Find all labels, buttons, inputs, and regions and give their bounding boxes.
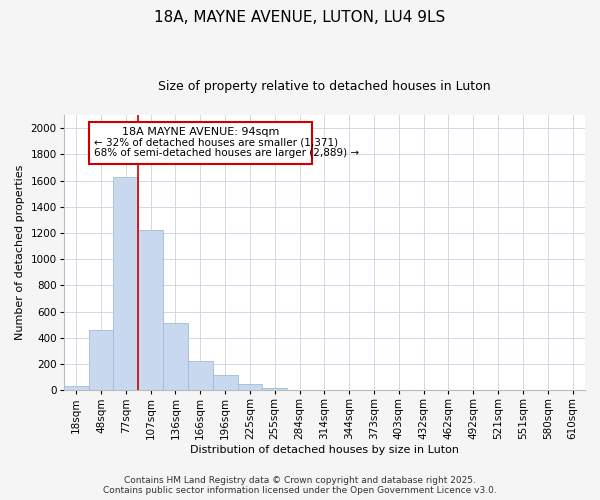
Bar: [212, 376, 238, 390]
Title: Size of property relative to detached houses in Luton: Size of property relative to detached ho…: [158, 80, 491, 93]
X-axis label: Distribution of detached houses by size in Luton: Distribution of detached houses by size …: [190, 445, 459, 455]
Bar: [163, 324, 188, 390]
Bar: [89, 330, 113, 390]
Text: 18A MAYNE AVENUE: 94sqm: 18A MAYNE AVENUE: 94sqm: [122, 127, 279, 137]
Bar: [64, 386, 89, 390]
Text: 68% of semi-detached houses are larger (2,889) →: 68% of semi-detached houses are larger (…: [94, 148, 359, 158]
Bar: [113, 176, 138, 390]
Text: Contains HM Land Registry data © Crown copyright and database right 2025.
Contai: Contains HM Land Registry data © Crown c…: [103, 476, 497, 495]
Y-axis label: Number of detached properties: Number of detached properties: [15, 165, 25, 340]
FancyBboxPatch shape: [89, 122, 312, 164]
Text: 18A, MAYNE AVENUE, LUTON, LU4 9LS: 18A, MAYNE AVENUE, LUTON, LU4 9LS: [154, 10, 446, 25]
Bar: [238, 384, 262, 390]
Text: ← 32% of detached houses are smaller (1,371): ← 32% of detached houses are smaller (1,…: [94, 138, 338, 147]
Bar: [188, 361, 212, 390]
Bar: [262, 388, 287, 390]
Bar: [138, 230, 163, 390]
